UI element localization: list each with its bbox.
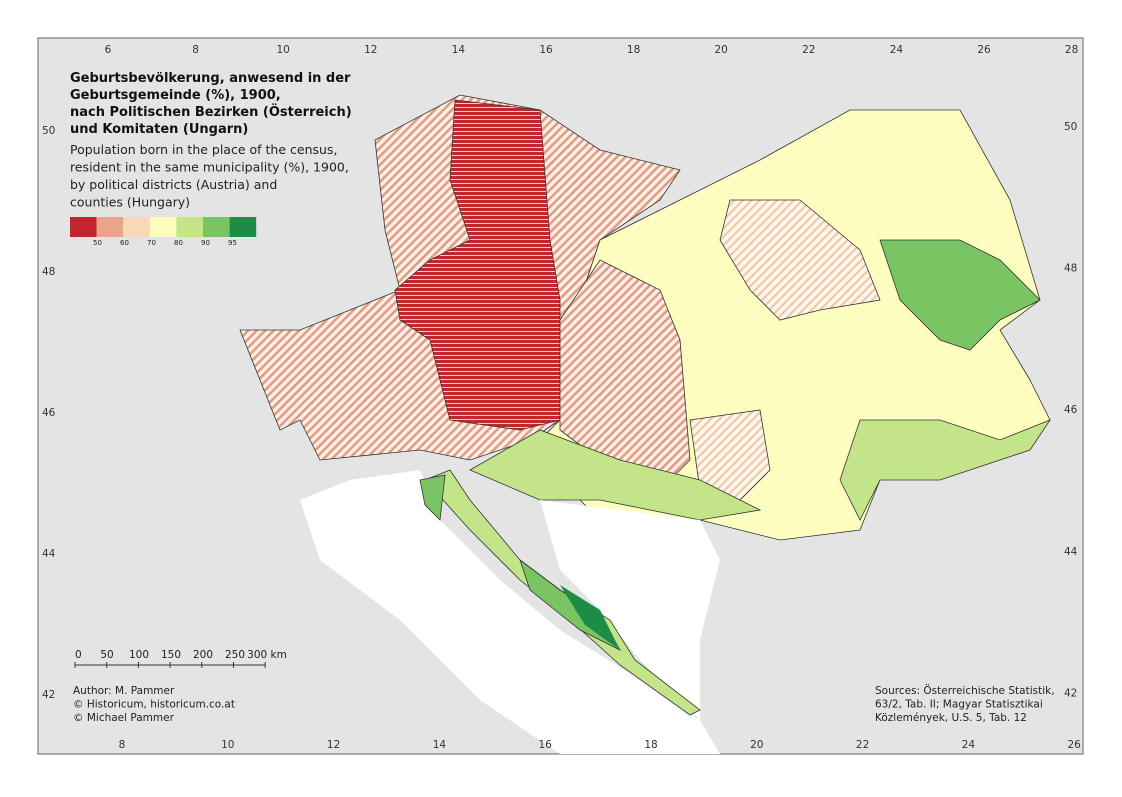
region-central-hungary: [719, 199, 881, 321]
scale-label: 50: [100, 649, 113, 661]
region-south-hungary: [689, 409, 771, 501]
longitude-label: 22: [802, 44, 815, 56]
sources-line: Sources: Österreichische Statistik,: [875, 684, 1055, 697]
scale-label: 250: [225, 649, 245, 661]
legend-swatch: [229, 217, 257, 237]
author-line: © Michael Pammer: [73, 712, 175, 724]
longitude-label: 8: [119, 739, 126, 751]
subtitle-line: by political districts (Austria) and: [70, 177, 277, 192]
latitude-label: 50: [1064, 121, 1077, 133]
latitude-label: 46: [1064, 404, 1078, 416]
longitude-label: 6: [105, 44, 112, 56]
longitude-label: 26: [1068, 739, 1082, 751]
author-line: Author: M. Pammer: [73, 685, 175, 697]
longitude-label: 12: [364, 44, 377, 56]
latitude-label: 46: [42, 407, 56, 419]
subtitle-line: counties (Hungary): [70, 195, 190, 210]
legend-swatch: [123, 217, 150, 237]
legend-label: 70: [147, 239, 156, 247]
longitude-label: 10: [221, 739, 234, 751]
subtitle-line: Population born in the place of the cens…: [70, 142, 337, 157]
legend-swatch: [176, 217, 203, 237]
region-transylvania: [839, 419, 1052, 521]
longitude-label: 20: [715, 44, 728, 56]
longitude-label: 22: [856, 739, 869, 751]
legend-swatch: [96, 217, 124, 237]
latitude-label: 44: [1064, 546, 1078, 558]
longitude-label: 12: [327, 739, 340, 751]
legend-swatch: [70, 217, 97, 237]
legend-swatch: [149, 217, 177, 237]
legend-label: 80: [174, 239, 183, 247]
legend-label: 60: [120, 239, 129, 247]
region-croatia: [469, 429, 762, 521]
latitude-label: 44: [42, 548, 56, 560]
scale-label: 0: [75, 649, 82, 661]
latitude-label: 48: [1064, 263, 1077, 275]
region-northeast: [879, 239, 1041, 351]
region-west-hungary: [559, 259, 691, 491]
longitude-label: 16: [539, 739, 553, 751]
author-line: © Historicum, historicum.co.at: [73, 699, 235, 711]
region-istria: [419, 474, 446, 521]
title-line: Geburtsbevölkerung, anwesend in der: [70, 71, 351, 86]
scale-label: 200: [193, 649, 213, 661]
title-line: Geburtsgemeinde (%), 1900,: [70, 88, 281, 103]
longitude-label: 28: [1065, 44, 1078, 56]
region-bosnia: [540, 500, 720, 720]
latitude-label: 50: [42, 125, 55, 137]
longitude-label: 20: [750, 739, 763, 751]
legend: 50 60 70 80 90 95: [70, 217, 257, 247]
longitude-label: 8: [192, 44, 199, 56]
legend-label: 95: [228, 239, 237, 247]
region-bohemia-austria: [394, 99, 561, 431]
longitude-label: 14: [433, 739, 447, 751]
scale-label: 150: [161, 649, 181, 661]
longitude-label: 10: [277, 44, 290, 56]
sources-line: Közlemények, U.S. 5, Tab. 12: [875, 712, 1027, 724]
latitude-label: 48: [42, 266, 55, 278]
longitude-label: 24: [890, 44, 904, 56]
title-line: und Komitaten (Ungarn): [70, 122, 248, 137]
region-dalmatia-core: [560, 585, 620, 650]
latitude-label: 42: [1064, 687, 1077, 699]
scale-label: 100: [129, 649, 149, 661]
scale-label: 300 km: [247, 649, 287, 661]
title-line: nach Politischen Bezirken (Österreich): [70, 104, 352, 120]
longitude-label: 14: [452, 44, 466, 56]
longitude-label: 16: [539, 44, 553, 56]
longitude-label: 26: [977, 44, 991, 56]
longitude-label: 18: [644, 739, 657, 751]
longitude-label: 18: [627, 44, 640, 56]
legend-label: 90: [201, 239, 210, 247]
sea: [300, 470, 720, 754]
latitude-label: 42: [42, 689, 55, 701]
legend-swatch: [203, 217, 230, 237]
longitude-label: 24: [962, 739, 976, 751]
legend-label: 50: [93, 239, 102, 247]
subtitle-line: resident in the same municipality (%), 1…: [70, 160, 349, 175]
sources-line: 63/2, Tab. II; Magyar Statisztikai: [875, 699, 1043, 711]
